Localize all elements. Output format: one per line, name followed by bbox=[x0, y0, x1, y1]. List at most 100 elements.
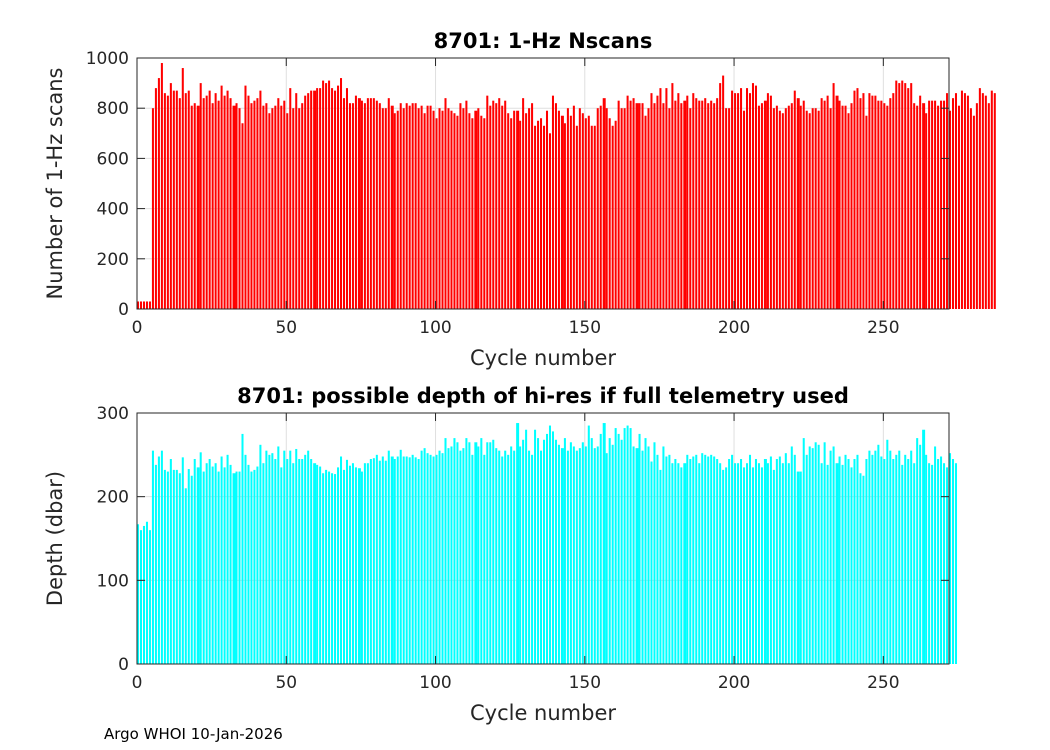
bar bbox=[847, 459, 850, 664]
bar bbox=[289, 450, 292, 664]
bar bbox=[835, 95, 839, 310]
bar bbox=[387, 98, 390, 309]
bar bbox=[495, 103, 498, 310]
y-axis-label: Depth (dbar) bbox=[43, 471, 67, 606]
bar bbox=[268, 454, 271, 664]
y-tick-label: 0 bbox=[118, 300, 129, 320]
bar bbox=[760, 103, 763, 310]
bar bbox=[334, 474, 337, 664]
bar bbox=[432, 456, 435, 664]
bar bbox=[304, 454, 307, 664]
bar bbox=[217, 100, 220, 309]
chart-title: 8701: 1-Hz Nscans bbox=[434, 29, 653, 53]
bar bbox=[202, 98, 205, 309]
bar bbox=[904, 454, 907, 664]
bar bbox=[342, 469, 346, 664]
bar bbox=[823, 442, 826, 664]
bar bbox=[719, 83, 722, 309]
bar bbox=[731, 90, 734, 309]
bar bbox=[489, 105, 492, 309]
bar bbox=[913, 463, 916, 664]
bar bbox=[566, 450, 569, 664]
bar bbox=[629, 428, 632, 664]
bar bbox=[265, 450, 268, 664]
bar bbox=[148, 301, 151, 309]
bar bbox=[650, 93, 653, 309]
bar bbox=[689, 459, 692, 664]
bar bbox=[793, 454, 796, 664]
bar bbox=[459, 103, 462, 310]
bar bbox=[244, 454, 247, 664]
bar bbox=[647, 108, 650, 309]
bar bbox=[916, 438, 919, 664]
bar bbox=[414, 457, 417, 664]
bar bbox=[820, 463, 823, 664]
bar bbox=[319, 466, 322, 664]
bar bbox=[778, 456, 781, 664]
bar bbox=[543, 125, 546, 310]
bar bbox=[638, 433, 641, 664]
bar bbox=[892, 459, 895, 664]
bar bbox=[142, 301, 146, 309]
bar bbox=[569, 115, 572, 309]
bar bbox=[877, 100, 880, 309]
bar bbox=[205, 95, 208, 310]
bar bbox=[799, 471, 802, 664]
bar bbox=[871, 95, 874, 310]
bar bbox=[805, 110, 808, 310]
y-tick-label: 0 bbox=[118, 655, 129, 675]
bar bbox=[381, 456, 384, 664]
bar bbox=[137, 524, 140, 664]
bar bbox=[292, 108, 295, 309]
bar bbox=[414, 103, 417, 310]
bar bbox=[208, 90, 211, 309]
bar bbox=[880, 456, 883, 664]
bar bbox=[226, 454, 229, 664]
bar bbox=[172, 90, 175, 309]
bar bbox=[760, 467, 763, 664]
bar bbox=[644, 115, 647, 309]
y-tick-label: 600 bbox=[97, 149, 129, 169]
bar bbox=[907, 459, 910, 664]
footer-credit: Argo WHOI 10-Jan-2026 bbox=[104, 725, 283, 743]
bar bbox=[811, 108, 814, 309]
y-axis-label: Number of 1-Hz scans bbox=[43, 68, 67, 300]
bar bbox=[525, 113, 528, 309]
x-tick-label: 150 bbox=[569, 673, 601, 693]
bar bbox=[498, 450, 501, 664]
bar bbox=[387, 450, 390, 664]
bar bbox=[163, 93, 166, 309]
bar bbox=[313, 463, 317, 664]
bar bbox=[429, 105, 432, 309]
bar bbox=[411, 103, 414, 310]
bar bbox=[178, 98, 181, 309]
bar bbox=[990, 90, 993, 309]
bar bbox=[829, 450, 832, 664]
bar bbox=[772, 469, 775, 664]
bar-series bbox=[137, 423, 958, 664]
bar bbox=[737, 463, 740, 664]
bar bbox=[310, 459, 313, 664]
bar bbox=[763, 459, 767, 664]
bar bbox=[656, 454, 659, 664]
bar bbox=[453, 113, 456, 309]
bar bbox=[886, 439, 889, 664]
bar bbox=[716, 98, 719, 309]
bar bbox=[811, 448, 814, 664]
bar bbox=[375, 100, 378, 309]
bar bbox=[757, 105, 760, 309]
bar bbox=[951, 459, 955, 664]
y-tick-label: 100 bbox=[97, 571, 129, 591]
bar bbox=[528, 108, 531, 309]
bar bbox=[883, 103, 886, 310]
bar bbox=[283, 100, 286, 309]
bar bbox=[850, 467, 853, 664]
bar bbox=[859, 98, 862, 309]
bar bbox=[226, 90, 229, 309]
bar bbox=[507, 113, 510, 309]
bar bbox=[193, 103, 196, 310]
bar bbox=[337, 467, 340, 664]
bar bbox=[925, 113, 928, 309]
bar bbox=[563, 438, 566, 664]
